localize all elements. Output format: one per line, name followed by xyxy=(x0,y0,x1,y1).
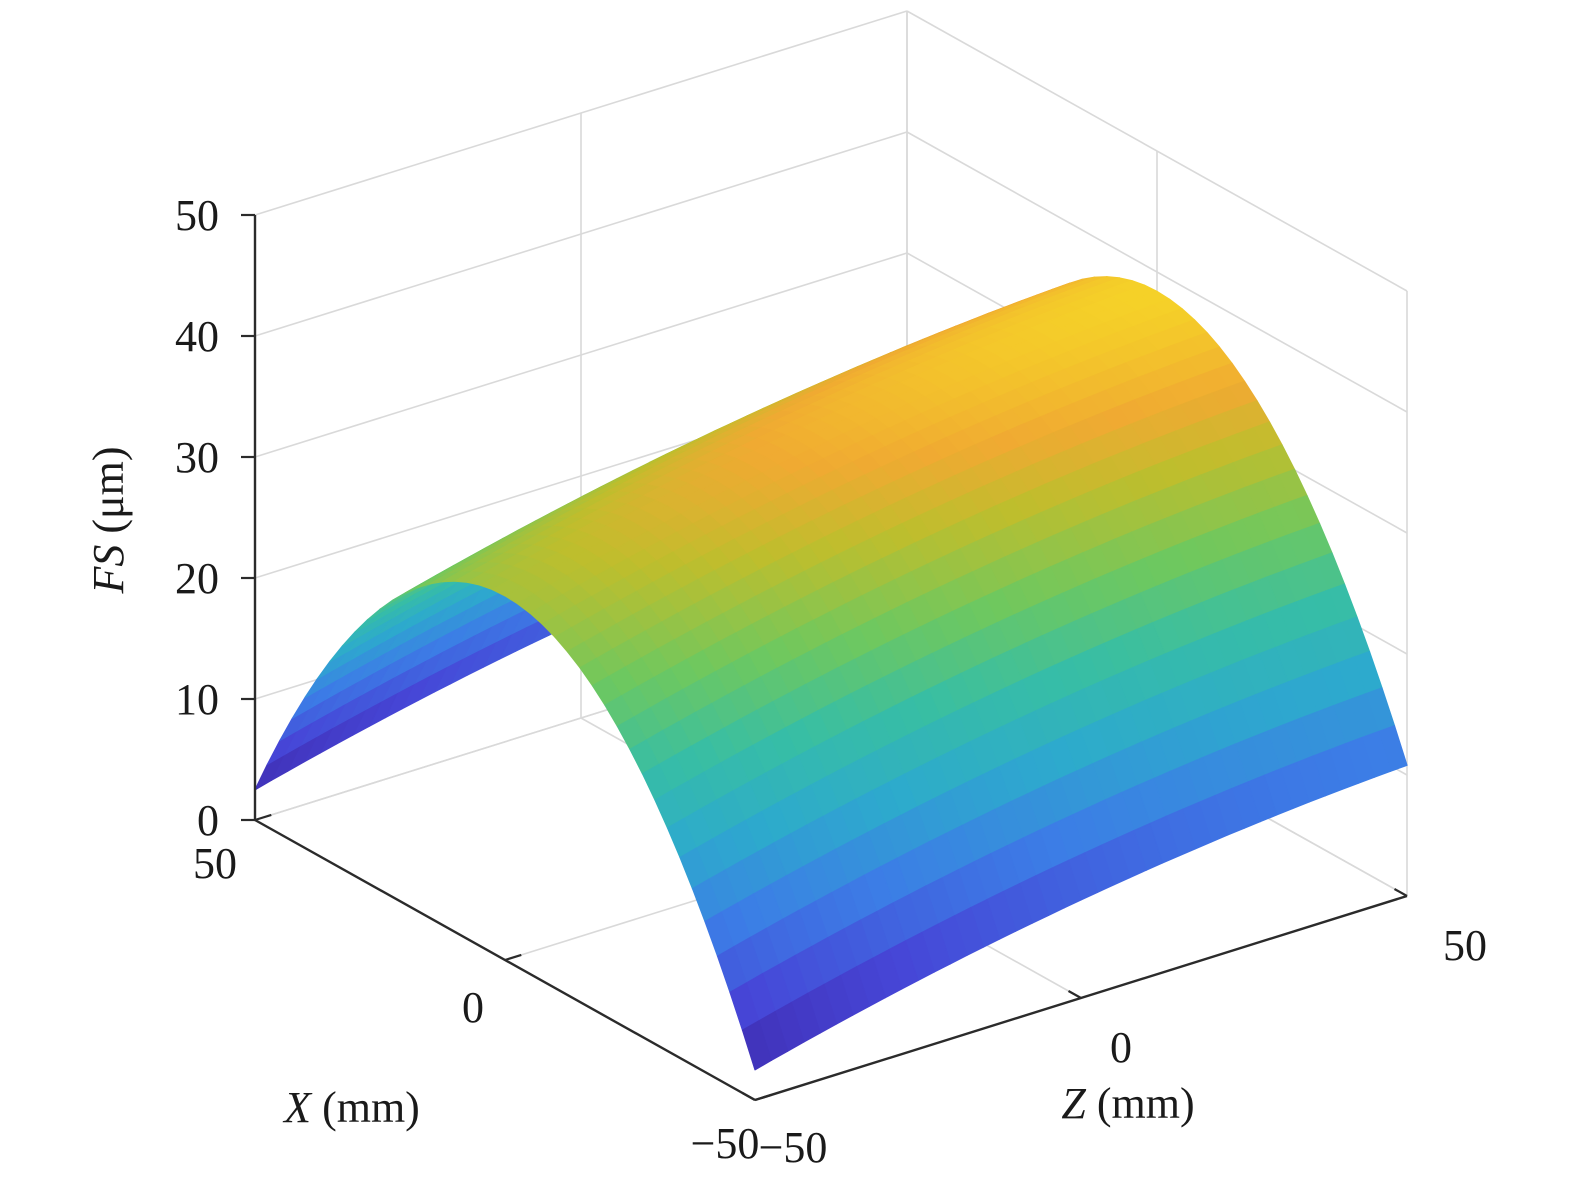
fs-tick-label-1: 10 xyxy=(175,675,219,724)
fs-tick-label-3: 30 xyxy=(175,433,219,482)
z-tick-1 xyxy=(1067,990,1082,999)
z-tick-2 xyxy=(1393,888,1408,897)
x-tick-0 xyxy=(754,1093,772,1102)
z-tick-0 xyxy=(741,1092,756,1101)
fs-axis-label: FS (μm) xyxy=(84,446,133,594)
x-tick-label-0: −50 xyxy=(691,1119,760,1168)
fs-tick-label-4: 40 xyxy=(175,312,219,361)
surface xyxy=(254,276,1408,1071)
x-axis-label: X (mm) xyxy=(282,1083,420,1132)
x-tick-1 xyxy=(504,953,522,962)
x-tick-label-2: 50 xyxy=(193,839,237,888)
surface-patch-39-0 xyxy=(741,1020,772,1071)
x-tick-2 xyxy=(254,813,272,822)
fs-tick-label-5: 50 xyxy=(175,191,219,240)
z-tick-label-1: 0 xyxy=(1110,1023,1132,1072)
z-tick-label-0: −50 xyxy=(759,1123,828,1172)
x-tick-label-1: 0 xyxy=(462,983,484,1032)
z-tick-label-2: 50 xyxy=(1443,921,1487,970)
z-axis-label: Z (mm) xyxy=(1061,1079,1194,1128)
fs-tick-label-0: 0 xyxy=(197,796,219,845)
fs-tick-label-2: 20 xyxy=(175,554,219,603)
